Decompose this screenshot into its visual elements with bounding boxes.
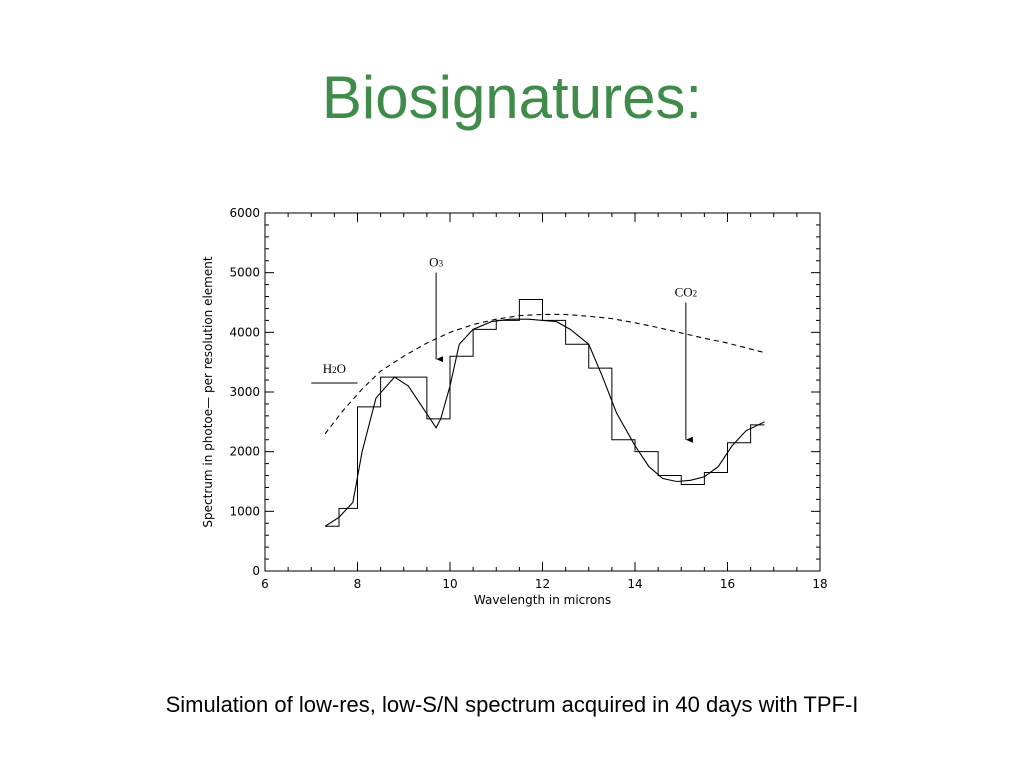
- annotation-o3-label: O3: [429, 255, 443, 270]
- slide-caption: Simulation of low-res, low-S/N spectrum …: [165, 692, 859, 717]
- series-step-line: [325, 299, 765, 527]
- annotation-h2o-suffix: O: [337, 361, 346, 376]
- x-tick-label: 6: [261, 577, 269, 591]
- annotation-h2o-label: H2O: [323, 361, 346, 376]
- y-tick-label: 4000: [229, 325, 260, 339]
- x-tick-label: 8: [354, 577, 362, 591]
- slide-title: Biosignatures:: [321, 64, 703, 131]
- x-tick-label: 18: [812, 577, 827, 591]
- x-tick-label: 12: [535, 577, 550, 591]
- plot-frame: [264, 212, 821, 572]
- series-dashed-line: [324, 313, 765, 435]
- y-axis-title: Spectrum in photoe— per resolution eleme…: [201, 256, 215, 527]
- annotation-o3-subscript: 3: [439, 259, 444, 269]
- x-tick-label: 10: [442, 577, 457, 591]
- y-tick-label: 5000: [229, 266, 260, 280]
- series-solid-line: [324, 318, 765, 527]
- x-axis-title: Wavelength in microns: [474, 593, 611, 607]
- x-tick-label: 16: [720, 577, 735, 591]
- annotation-h2o-subscript: 2: [332, 365, 337, 375]
- annotation-co2-subscript: 2: [693, 289, 698, 299]
- y-tick-label: 3000: [229, 385, 260, 399]
- annotation-co2-label: CO2: [675, 285, 698, 300]
- y-tick-label: 1000: [229, 504, 260, 518]
- y-tick-label: 2000: [229, 445, 260, 459]
- y-tick-label: 6000: [229, 206, 260, 220]
- spectrum-chart: 6 8 10 12 14 16 18 0 1000 2000 3000 4000 5000 6000 Wav…: [201, 206, 828, 607]
- x-tick-label: 14: [627, 577, 642, 591]
- y-tick-label: 0: [252, 564, 260, 578]
